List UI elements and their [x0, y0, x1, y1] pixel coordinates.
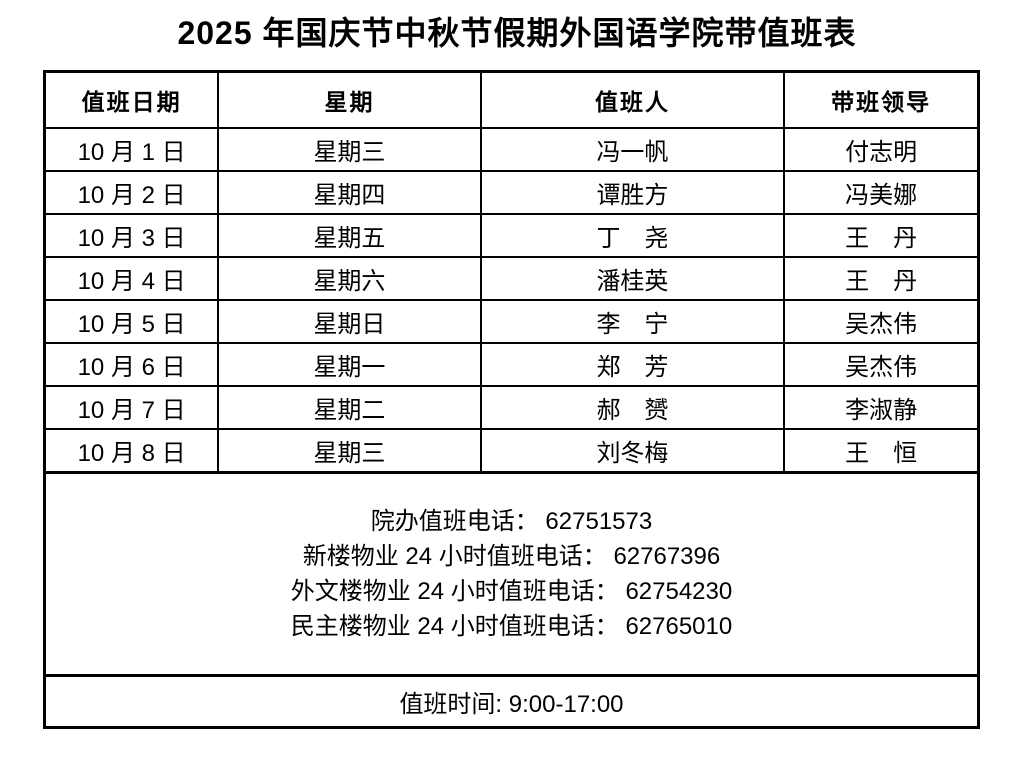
- table-row: 10 月 1 日 星期三 冯一帆 付志明: [43, 127, 980, 172]
- header-duty-leader: 带班领导: [783, 70, 980, 129]
- duty-date-cell: 10 月 6 日: [43, 342, 220, 387]
- duty-date-cell: 10 月 4 日: [43, 256, 220, 301]
- table-row: 10 月 5 日 星期日 李 宁 吴杰伟: [43, 299, 980, 344]
- duty-date-cell: 10 月 7 日: [43, 385, 220, 430]
- duty-person-cell: 郑 芳: [479, 342, 786, 387]
- duty-roster-table: 值班日期 星期 值班人 带班领导 10 月 1 日 星期三 冯一帆 付志明 10…: [43, 70, 980, 729]
- duty-leader-cell: 王 恒: [783, 428, 980, 474]
- header-duty-date: 值班日期: [43, 70, 220, 129]
- duty-leader-cell: 李淑静: [783, 385, 980, 430]
- duty-person-cell: 丁 尧: [479, 213, 786, 258]
- duty-date-cell: 10 月 8 日: [43, 428, 220, 474]
- phone-numbers-row: 院办值班电话： 62751573 新楼物业 24 小时值班电话： 6276739…: [43, 471, 980, 677]
- phone-numbers-cell: 院办值班电话： 62751573 新楼物业 24 小时值班电话： 6276739…: [43, 471, 980, 677]
- header-row: 值班日期 星期 值班人 带班领导: [43, 70, 980, 129]
- weekday-cell: 星期四: [217, 170, 482, 215]
- duty-person-cell: 潘桂英: [479, 256, 786, 301]
- duty-leader-cell: 王 丹: [783, 256, 980, 301]
- duty-person-cell: 刘冬梅: [479, 428, 786, 474]
- weekday-cell: 星期一: [217, 342, 482, 387]
- weekday-cell: 星期二: [217, 385, 482, 430]
- table-row: 10 月 4 日 星期六 潘桂英 王 丹: [43, 256, 980, 301]
- duty-person-cell: 冯一帆: [479, 127, 786, 172]
- weekday-cell: 星期日: [217, 299, 482, 344]
- header-duty-person: 值班人: [479, 70, 786, 129]
- duty-date-cell: 10 月 3 日: [43, 213, 220, 258]
- foreign-lang-building-phone: 外文楼物业 24 小时值班电话： 62754230: [290, 578, 733, 605]
- duty-leader-cell: 付志明: [783, 127, 980, 172]
- minzhu-building-phone: 民主楼物业 24 小时值班电话： 62765010: [290, 613, 733, 640]
- duty-person-cell: 郝 赟: [479, 385, 786, 430]
- header-weekday: 星期: [217, 70, 482, 129]
- table-row: 10 月 8 日 星期三 刘冬梅 王 恒: [43, 428, 980, 474]
- duty-leader-cell: 吴杰伟: [783, 299, 980, 344]
- page-title: 2025 年国庆节中秋节假期外国语学院带值班表: [177, 15, 857, 51]
- duty-leader-cell: 冯美娜: [783, 170, 980, 215]
- duty-date-cell: 10 月 2 日: [43, 170, 220, 215]
- duty-time-row: 值班时间: 9:00-17:00: [43, 674, 980, 729]
- duty-time-cell: 值班时间: 9:00-17:00: [43, 674, 980, 729]
- weekday-cell: 星期三: [217, 127, 482, 172]
- table-row: 10 月 3 日 星期五 丁 尧 王 丹: [43, 213, 980, 258]
- table-row: 10 月 7 日 星期二 郝 赟 李淑静: [43, 385, 980, 430]
- weekday-cell: 星期六: [217, 256, 482, 301]
- office-duty-phone: 院办值班电话： 62751573: [370, 508, 653, 535]
- weekday-cell: 星期三: [217, 428, 482, 474]
- new-building-phone: 新楼物业 24 小时值班电话： 62767396: [302, 543, 721, 570]
- duty-leader-cell: 吴杰伟: [783, 342, 980, 387]
- table-row: 10 月 6 日 星期一 郑 芳 吴杰伟: [43, 342, 980, 387]
- weekday-cell: 星期五: [217, 213, 482, 258]
- table-row: 10 月 2 日 星期四 谭胜方 冯美娜: [43, 170, 980, 215]
- duty-person-cell: 李 宁: [479, 299, 786, 344]
- duty-person-cell: 谭胜方: [479, 170, 786, 215]
- duty-date-cell: 10 月 1 日: [43, 127, 220, 172]
- duty-leader-cell: 王 丹: [783, 213, 980, 258]
- duty-date-cell: 10 月 5 日: [43, 299, 220, 344]
